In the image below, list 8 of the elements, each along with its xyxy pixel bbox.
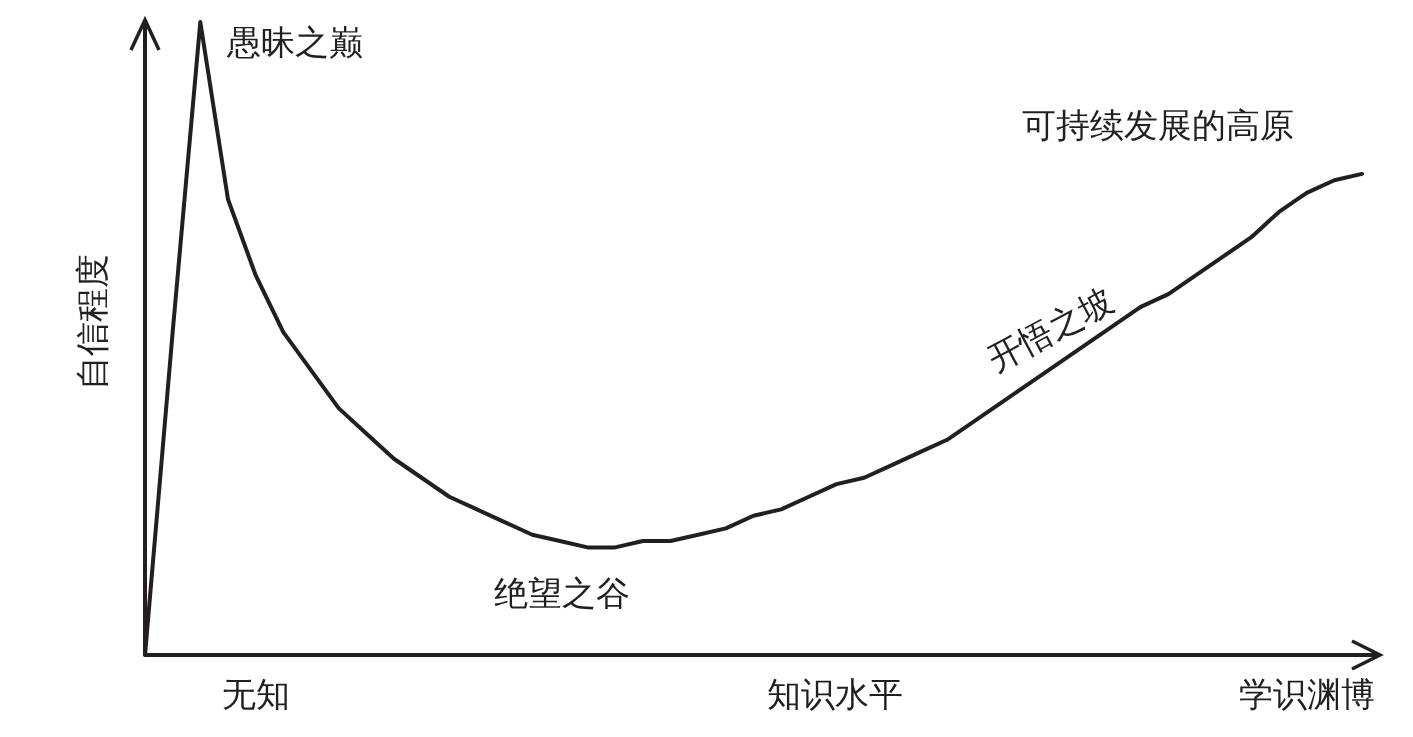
annotation: 开悟之坡 bbox=[981, 280, 1120, 379]
annotation: 绝望之谷 bbox=[494, 573, 630, 612]
x-tick-label: 无知 bbox=[221, 675, 290, 713]
annotation: 可持续发展的高原 bbox=[1022, 105, 1294, 144]
annotation: 愚昧之巅 bbox=[226, 22, 363, 61]
x-tick-label: 学识渊博 bbox=[1238, 675, 1375, 713]
y-axis-title: 自信程度 bbox=[72, 254, 111, 390]
x-axis-title: 知识水平 bbox=[767, 674, 903, 713]
